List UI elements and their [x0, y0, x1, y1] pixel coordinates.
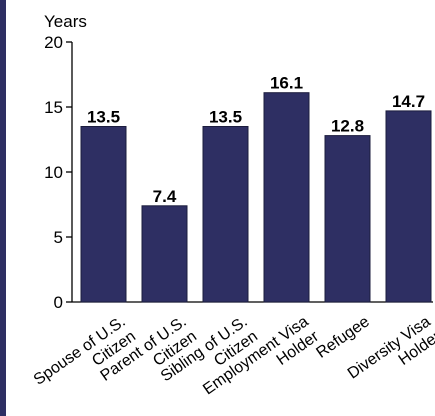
bar	[141, 205, 188, 303]
bar	[202, 126, 249, 303]
bar-value-label: 16.1	[270, 74, 303, 93]
bar	[324, 135, 371, 303]
y-tick-label: 20	[44, 33, 63, 52]
bar	[263, 92, 310, 303]
y-tick-label: 5	[54, 228, 63, 247]
y-tick-label: 0	[54, 293, 63, 312]
bar-value-label: 13.5	[209, 108, 242, 127]
y-axis-ticks: 0 5 10 15 20	[44, 33, 72, 312]
data-labels: 13.5 7.4 13.5 16.1 12.8 14.7	[87, 74, 425, 206]
chart-border	[0, 0, 6, 416]
bar	[80, 126, 127, 303]
y-tick-label: 15	[44, 98, 63, 117]
y-tick-label: 10	[44, 163, 63, 182]
bar-value-label: 12.8	[331, 117, 364, 136]
bar	[385, 110, 432, 303]
bar-value-label: 7.4	[153, 187, 177, 206]
y-axis-label: Years	[44, 12, 87, 31]
bars	[80, 92, 432, 303]
bar-value-label: 13.5	[87, 108, 120, 127]
bar-value-label: 14.7	[392, 92, 425, 111]
